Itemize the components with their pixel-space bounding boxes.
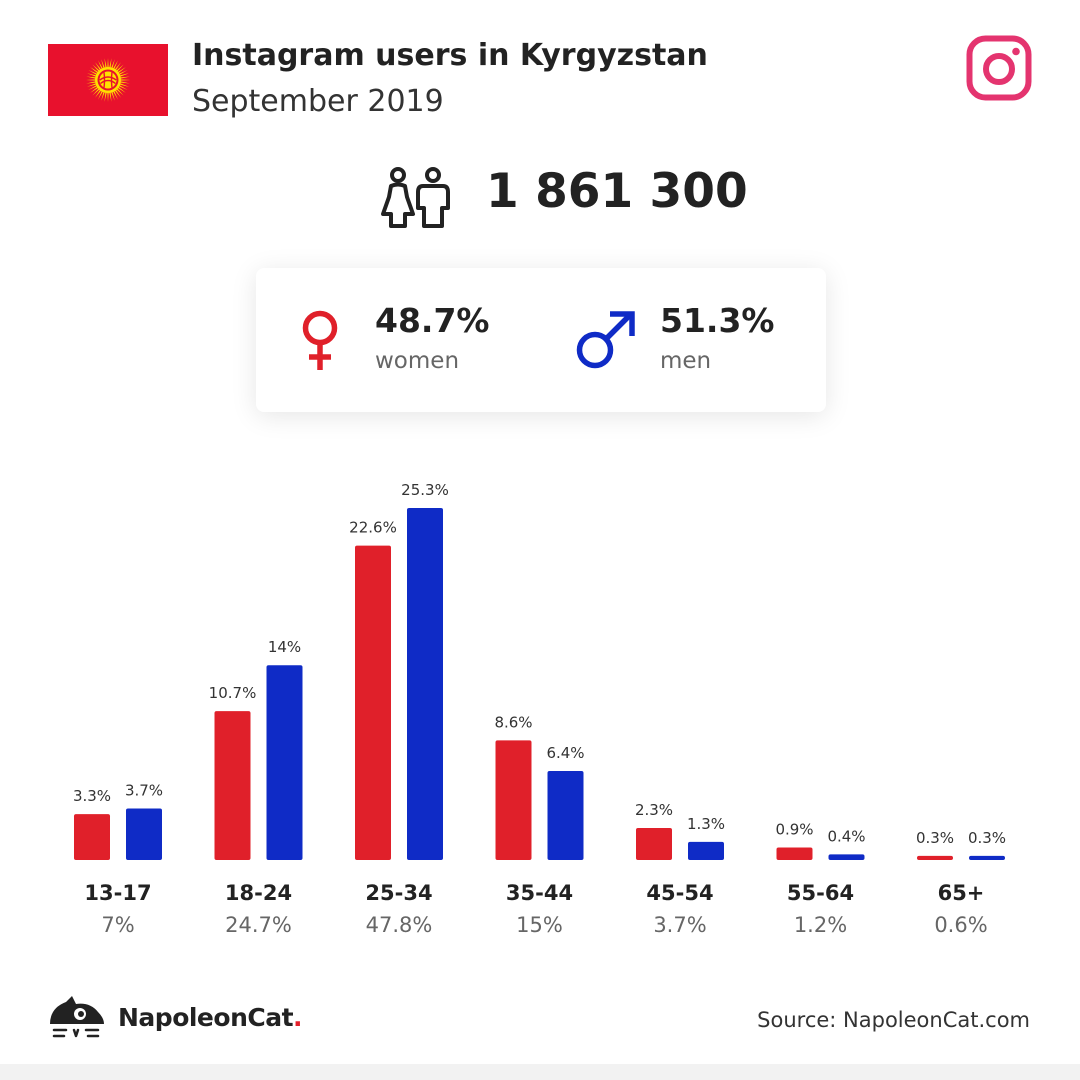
bar-65+-series-2 — [969, 855, 1005, 860]
category-label: 45-54 — [646, 881, 713, 905]
bar-value-label: 25.3% — [401, 481, 449, 499]
bar-value-label: 3.7% — [125, 782, 163, 800]
category-label: 65+ — [938, 881, 985, 905]
bar-35-44-series-1 — [495, 740, 532, 860]
category-label: 18-24 — [225, 881, 292, 905]
bar-13-17-series-1 — [74, 814, 110, 860]
category-label: 55-64 — [787, 881, 854, 905]
women-label: women — [375, 348, 460, 374]
venus-icon — [302, 310, 338, 370]
napoleoncat-logo-icon — [50, 996, 104, 1038]
instagram-icon — [966, 35, 1032, 101]
bar-value-label: 0.4% — [827, 827, 865, 845]
bar-value-label: 10.7% — [209, 684, 257, 702]
category-total-label: 7% — [101, 913, 134, 937]
brand-dot: . — [293, 1003, 303, 1032]
men-percent: 51.3% — [660, 301, 775, 340]
bar-value-label: 2.3% — [635, 801, 673, 819]
bar-value-label: 1.3% — [687, 815, 725, 833]
women-percent: 48.7% — [375, 301, 490, 340]
bar-35-44-series-2 — [547, 770, 584, 860]
kyrgyzstan-flag-icon — [48, 44, 168, 116]
bar-25-34-series-1 — [355, 545, 391, 860]
category-label: 13-17 — [84, 881, 151, 905]
bar-value-label: 0.3% — [968, 829, 1006, 847]
category-total-label: 1.2% — [794, 913, 847, 937]
bar-value-label: 3.3% — [73, 787, 111, 805]
bar-45-54-series-2 — [688, 841, 724, 860]
mars-icon — [576, 311, 635, 369]
brand-text: NapoleonCat — [118, 1003, 294, 1032]
category-label: 25-34 — [365, 881, 432, 905]
bar-18-24-series-1 — [214, 711, 251, 860]
bar-55-64-series-2 — [828, 854, 865, 860]
category-total-label: 47.8% — [366, 913, 433, 937]
source-text: Source: NapoleonCat.com — [757, 1008, 1030, 1032]
category-label: 35-44 — [506, 881, 573, 905]
total-users-count: 1 861 300 — [486, 164, 748, 219]
category-total-label: 24.7% — [225, 913, 292, 937]
bottom-strip — [0, 1064, 1080, 1080]
page-subtitle: September 2019 — [192, 84, 444, 119]
gender-card — [256, 268, 826, 412]
category-total-label: 15% — [516, 913, 563, 937]
age-gender-bar-chart: 3.3% 3.7% 13-17 7% 10.7% 14% 18-24 24.7% 22.6% 25… — [73, 481, 1006, 937]
bar-value-label: 22.6% — [349, 519, 397, 537]
bar-55-64-series-1 — [776, 847, 813, 860]
bar-65+-series-1 — [917, 855, 953, 860]
men-label: men — [660, 348, 712, 374]
category-total-label: 0.6% — [934, 913, 987, 937]
page-title: Instagram users in Kyrgyzstan — [192, 38, 708, 73]
bar-45-54-series-1 — [636, 828, 672, 860]
bar-value-label: 8.6% — [494, 713, 532, 731]
bar-13-17-series-2 — [126, 808, 162, 860]
bar-value-label: 0.3% — [916, 829, 954, 847]
bar-25-34-series-2 — [407, 508, 443, 860]
bar-value-label: 14% — [268, 638, 301, 656]
bar-18-24-series-2 — [266, 665, 303, 860]
brand-name: NapoleonCat. — [118, 1003, 303, 1032]
category-total-label: 3.7% — [653, 913, 706, 937]
bar-value-label: 0.9% — [775, 820, 813, 838]
people-icon — [381, 167, 450, 228]
bar-value-label: 6.4% — [546, 744, 584, 762]
